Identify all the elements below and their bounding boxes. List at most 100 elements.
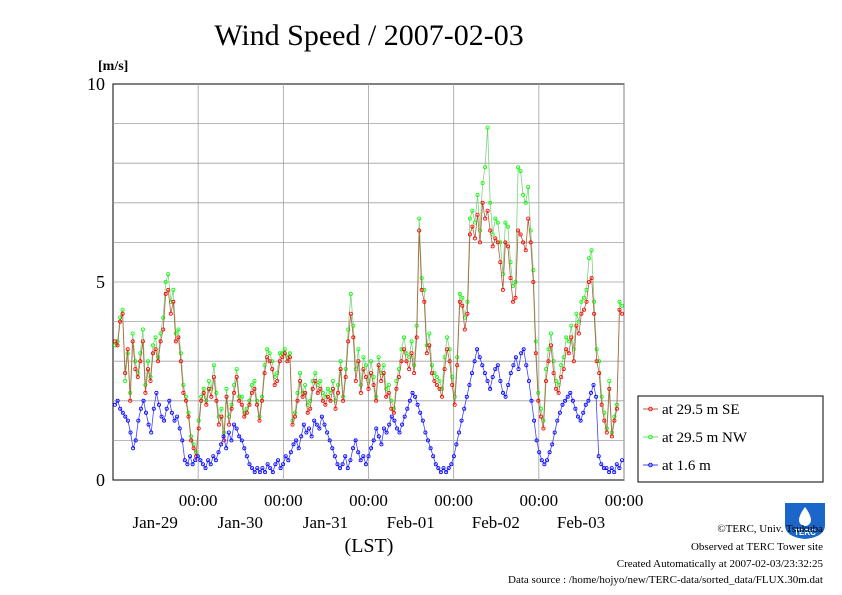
data-point (275, 378, 280, 383)
series-line (114, 127, 623, 453)
data-point (314, 422, 319, 427)
data-point (226, 430, 231, 435)
data-point (268, 466, 273, 471)
data-point (425, 438, 430, 443)
data-point (211, 363, 216, 368)
data-point (198, 458, 203, 463)
data-point (495, 363, 500, 368)
data-point (318, 386, 323, 391)
data-point (389, 414, 394, 419)
data-point (162, 418, 167, 423)
y-tick-label: 5 (96, 272, 105, 292)
data-point (128, 430, 133, 435)
data-point (379, 378, 384, 383)
data-point (498, 378, 503, 383)
data-point (374, 426, 379, 431)
data-point (460, 303, 465, 308)
data-point (131, 446, 136, 451)
data-point (123, 371, 128, 376)
data-point (287, 351, 292, 356)
data-point (292, 414, 297, 419)
data-point (265, 347, 270, 352)
data-point (578, 418, 583, 423)
data-point (564, 347, 569, 352)
data-point (523, 248, 528, 253)
data-point (356, 450, 361, 455)
data-point (237, 398, 242, 403)
data-point (449, 462, 454, 467)
data-point (404, 359, 409, 364)
data-point (310, 378, 315, 383)
data-point (374, 398, 379, 403)
data-point (563, 398, 568, 403)
data-point (573, 406, 578, 411)
data-point (422, 299, 427, 304)
data-point (368, 359, 373, 364)
x-tick-time-label: 00:00 (434, 491, 473, 510)
data-point (389, 406, 394, 411)
data-point (599, 462, 604, 467)
data-point (163, 291, 168, 296)
data-point (267, 359, 272, 364)
data-point (452, 394, 457, 399)
data-point (133, 359, 138, 364)
data-point (143, 390, 148, 395)
data-point (136, 418, 141, 423)
data-point (433, 462, 438, 467)
data-point (181, 390, 186, 395)
data-point (172, 418, 177, 423)
data-point (143, 410, 148, 415)
data-point (219, 442, 224, 447)
data-point (151, 406, 156, 411)
data-point (516, 367, 521, 372)
data-point (125, 347, 130, 352)
data-point (348, 311, 353, 316)
data-point (270, 470, 275, 475)
data-point (401, 347, 406, 352)
data-point (384, 386, 389, 391)
data-point (115, 343, 120, 348)
data-point (231, 422, 236, 427)
data-point (422, 287, 427, 292)
data-point (513, 295, 518, 300)
data-point (201, 386, 206, 391)
data-point (516, 165, 521, 170)
data-point (472, 359, 477, 364)
data-point (485, 125, 490, 130)
data-point (306, 426, 311, 431)
data-point (361, 454, 366, 459)
data-point (145, 359, 150, 364)
data-point (242, 410, 247, 415)
data-point (589, 275, 594, 280)
data-point (166, 272, 171, 277)
data-point (459, 418, 464, 423)
data-point (518, 169, 523, 174)
series-1 (113, 200, 625, 459)
data-point (242, 446, 247, 451)
legend-entry-label: at 29.5 m SE (662, 402, 740, 418)
data-point (135, 374, 140, 379)
data-point (325, 394, 330, 399)
data-point (296, 446, 301, 451)
data-point (224, 446, 229, 451)
data-point (252, 470, 257, 475)
data-point (130, 331, 135, 336)
data-point (472, 236, 477, 241)
data-point (333, 406, 338, 411)
data-point (153, 347, 158, 352)
data-point (353, 378, 358, 383)
data-point (521, 240, 526, 245)
data-point (493, 236, 498, 241)
data-point (270, 359, 275, 364)
data-point (290, 422, 295, 427)
data-point (133, 367, 138, 372)
data-point (221, 434, 226, 439)
data-point (277, 351, 282, 356)
y-tick-label: 10 (87, 74, 105, 94)
data-point (409, 351, 414, 356)
data-point (434, 374, 439, 379)
data-point (156, 359, 161, 364)
data-point (620, 311, 625, 316)
data-point (493, 216, 498, 221)
data-point (227, 422, 232, 427)
